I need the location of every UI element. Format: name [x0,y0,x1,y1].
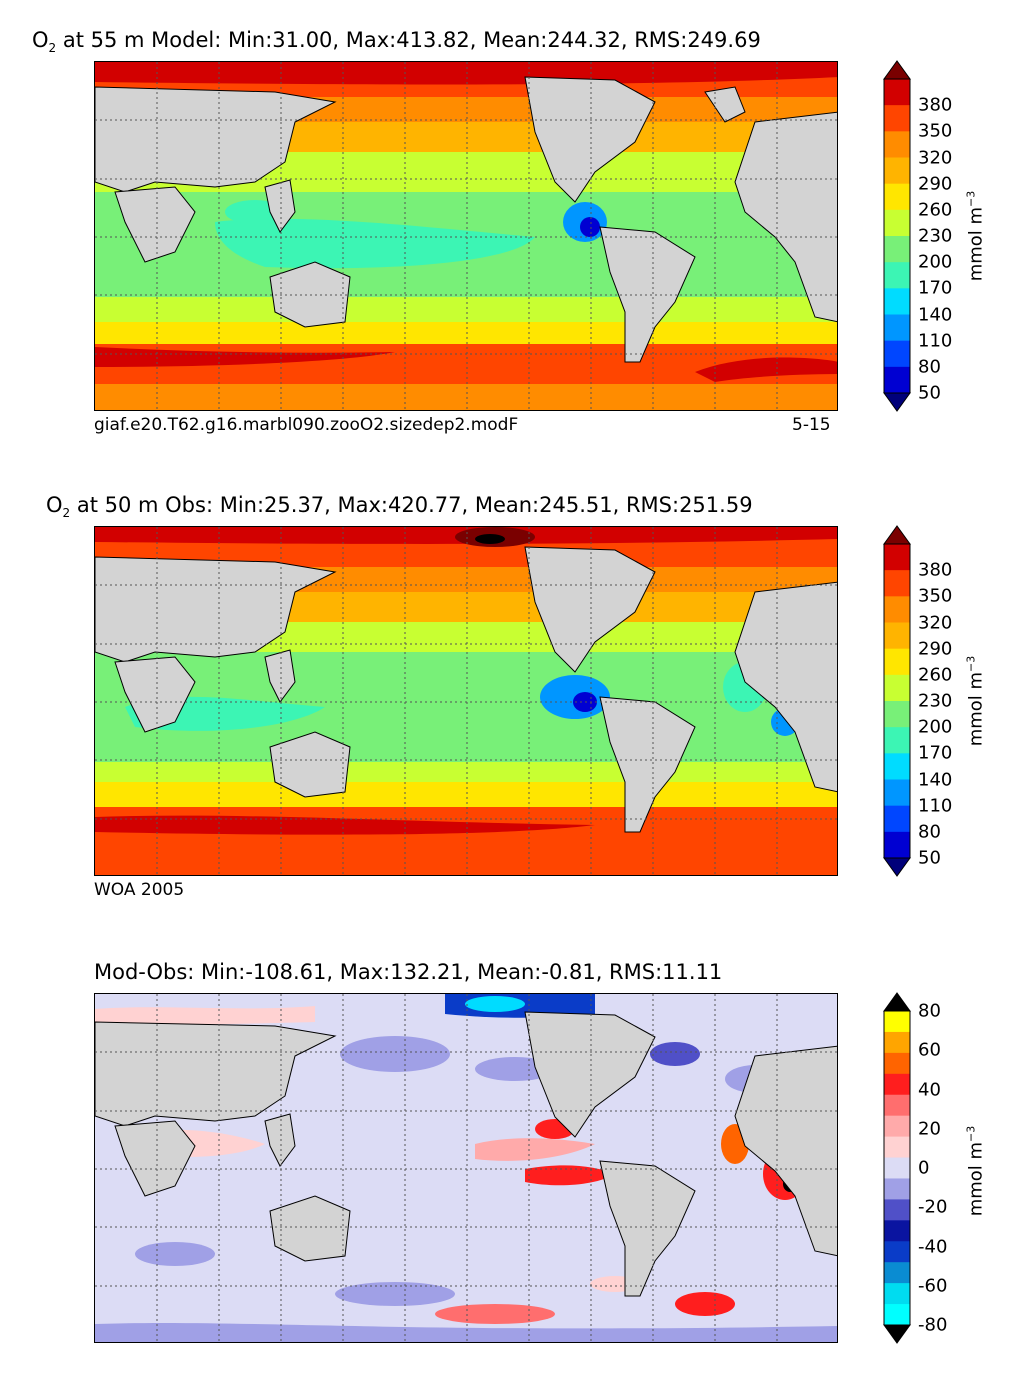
colorbar-tick-label: 140 [918,304,953,325]
colorbar-segment [884,157,910,185]
colorbar-tick-label: 260 [918,199,953,221]
model-map [94,61,838,411]
colorbar-segment [884,131,910,158]
colorbar-tick-label: 200 [918,716,953,738]
colorbar-segment [884,366,910,394]
obs-map [94,526,838,876]
colorbar-tick-label: 0 [918,1157,930,1179]
colorbar-segment [884,1262,910,1284]
colorbar-tick-label: 200 [918,251,953,273]
diff-panel: Mod-Obs: Min:-108.61, Max:132.21, Mean:-… [0,930,1021,1390]
colorbar-tick-label: 290 [918,173,953,195]
colorbar-tick-label: 80 [918,1000,941,1022]
colorbar-segment [884,805,910,833]
colorbar-segment [884,79,910,106]
colorbar-extend-top [883,60,911,80]
colorbar-tick-label: 380 [918,559,953,581]
colorbar-tick-label: 350 [918,120,953,142]
colorbar-tick-label: 320 [918,147,953,168]
colorbar-tick-label: 80 [918,821,941,843]
model-footer-left: giaf.e20.T62.g16.marbl090.zooO2.sizedep2… [94,415,519,435]
obs-panel: O2 at 50 m Obs: Min:25.37, Max:420.77, M… [0,465,1021,925]
colorbar-tick-label: 350 [918,585,953,607]
colorbar-segment [884,648,910,676]
model-footer-right: 5-15 [792,415,831,435]
colorbar-segment [884,262,910,289]
colorbar-segment [884,1011,910,1033]
colorbar-segment [884,288,910,315]
colorbar-tick-label: 20 [918,1118,941,1140]
colorbar-tick-label: 260 [918,664,953,686]
colorbar-segment [884,1304,910,1326]
colorbar-segment [884,1094,910,1117]
obs-unit-label: mmol m−3 [964,655,987,747]
colorbar-segment [884,701,910,728]
colorbar-segment [884,236,910,263]
colorbar-segment [884,779,910,807]
model-unit-label: mmol m−3 [964,190,987,282]
colorbar-segment [884,1241,910,1263]
colorbar-segment [884,753,910,780]
colorbar-segment [884,622,910,650]
colorbar-tick-label: -20 [918,1196,948,1218]
model-panel: O2 at 55 m Model: Min:31.00, Max:413.82,… [0,0,1021,460]
colorbar-segment [884,831,910,859]
colorbar-tick-label: 140 [918,769,953,790]
colorbar-tick-label: 80 [918,356,941,378]
colorbar-tick-label: 110 [918,795,953,817]
colorbar-segment [884,340,910,368]
colorbar-tick-label: 170 [918,742,953,764]
colorbar-segment [884,209,910,237]
colorbar-segment [884,1199,910,1221]
diff-title: Mod-Obs: Min:-108.61, Max:132.21, Mean:-… [94,960,723,984]
colorbar-segment [884,1031,910,1054]
colorbar-extend-bottom [883,857,911,877]
colorbar-tick-label: 40 [918,1079,941,1100]
colorbar-segment [884,727,910,754]
colorbar-segment [884,544,910,571]
colorbar-tick-label: 50 [918,847,941,869]
model-title: O2 at 55 m Model: Min:31.00, Max:413.82,… [32,28,761,56]
colorbar-tick-label: -80 [918,1314,948,1336]
diff-map [94,993,838,1343]
colorbar-tick-label: 290 [918,638,953,660]
colorbar-extend-top [883,525,911,545]
model-colorbar [883,60,911,412]
colorbar-segment [884,105,910,132]
colorbar-segment [884,1178,910,1200]
colorbar-segment [884,1073,910,1096]
obs-footer-left: WOA 2005 [94,880,185,900]
colorbar-extend-top [883,992,911,1012]
colorbar-tick-label: -60 [918,1275,948,1297]
colorbar-tick-label: -40 [918,1236,948,1257]
colorbar-segment [884,570,910,597]
colorbar-tick-label: 320 [918,612,953,633]
colorbar-segment [884,596,910,623]
obs-colorbar [883,525,911,877]
colorbar-segment [884,1115,910,1138]
colorbar-segment [884,1157,910,1179]
colorbar-segment [884,314,910,342]
colorbar-extend-bottom [883,1324,911,1344]
obs-title: O2 at 50 m Obs: Min:25.37, Max:420.77, M… [46,493,753,521]
colorbar-tick-label: 230 [918,690,953,712]
colorbar-tick-label: 110 [918,330,953,352]
colorbar-tick-label: 170 [918,277,953,299]
colorbar-segment [884,1052,910,1075]
diff-unit-label: mmol m−3 [964,1125,987,1217]
colorbar-segment [884,674,910,702]
colorbar-tick-label: 230 [918,225,953,247]
colorbar-extend-bottom [883,392,911,412]
diff-colorbar [883,992,911,1344]
colorbar-segment [884,1283,910,1305]
colorbar-tick-label: 380 [918,94,953,116]
colorbar-segment [884,183,910,211]
colorbar-tick-label: 60 [918,1039,941,1061]
colorbar-segment [884,1136,910,1159]
colorbar-tick-label: 50 [918,382,941,404]
colorbar-segment [884,1220,910,1242]
